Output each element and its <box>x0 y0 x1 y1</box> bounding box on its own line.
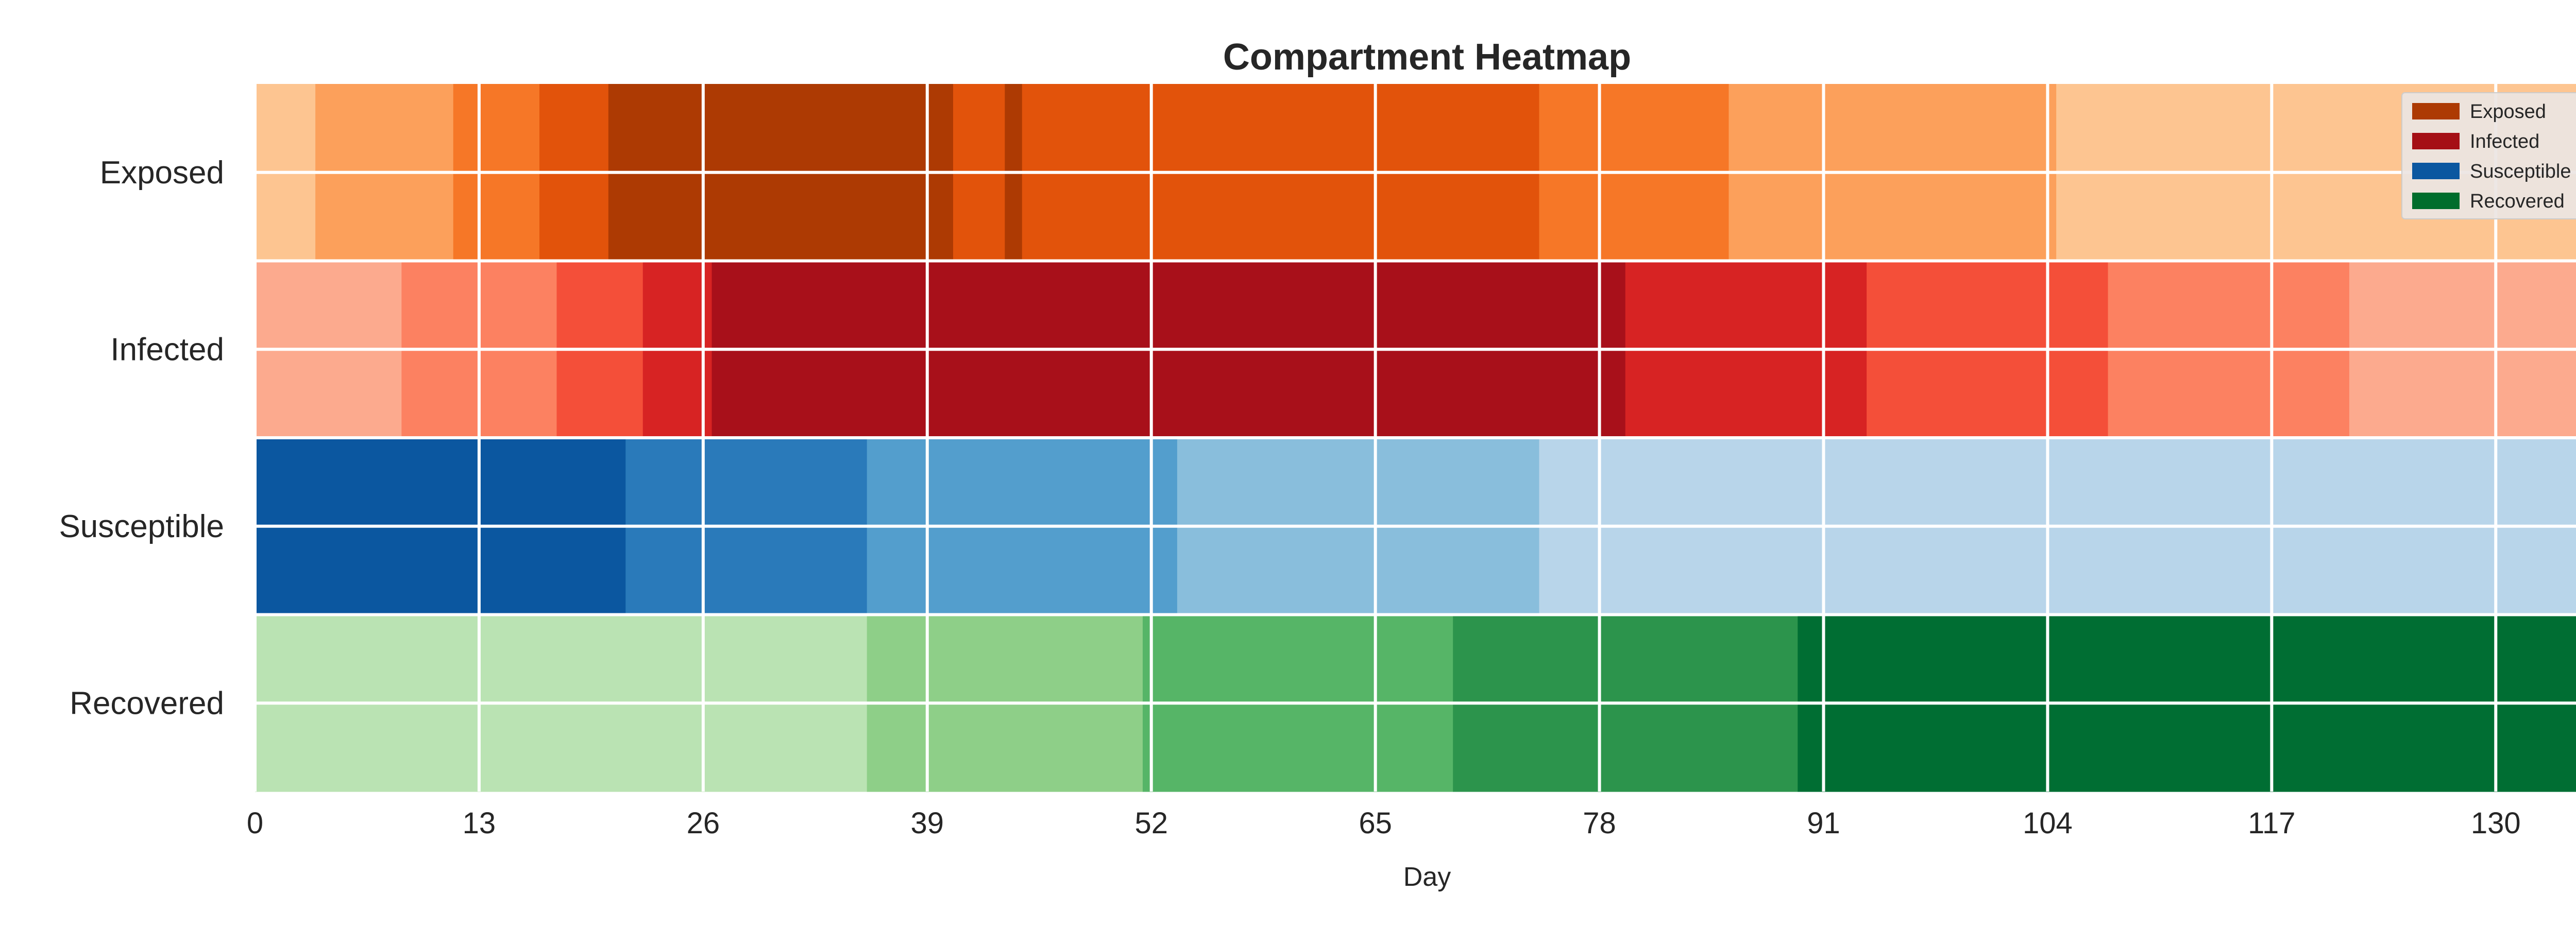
row-label-infected: Infected <box>110 332 224 367</box>
x-axis-label: Day <box>1403 862 1451 892</box>
x-tick-117: 117 <box>2248 806 2295 840</box>
x-tick-52: 52 <box>1134 806 1168 840</box>
x-tick-65: 65 <box>1359 806 1392 840</box>
x-tick-78: 78 <box>1583 806 1616 840</box>
legend-swatch-recovered <box>2412 193 2460 209</box>
row-label-exposed: Exposed <box>100 155 224 191</box>
plot-area <box>253 84 2576 792</box>
grid-lines <box>253 84 2576 792</box>
row-label-recovered: Recovered <box>70 685 224 721</box>
legend-label-exposed: Exposed <box>2470 101 2546 123</box>
legend-swatch-susceptible <box>2412 163 2460 179</box>
x-tick-26: 26 <box>687 806 720 840</box>
x-tick-91: 91 <box>1807 806 1840 840</box>
legend-box <box>2401 92 2576 219</box>
legend-swatch-exposed <box>2412 103 2460 119</box>
row-labels: Exposed Infected Susceptible Recovered <box>59 155 224 722</box>
x-tick-13: 13 <box>463 806 496 840</box>
legend-label-infected: Infected <box>2470 131 2539 152</box>
x-tick-39: 39 <box>911 806 944 840</box>
legend-label-susceptible: Susceptible <box>2470 161 2571 182</box>
x-tick-130: 130 <box>2471 806 2521 840</box>
legend-label-recovered: Recovered <box>2470 191 2565 212</box>
x-tick-104: 104 <box>2023 806 2073 840</box>
legend-swatch-infected <box>2412 133 2460 149</box>
x-axis-ticks: 0 13 26 39 52 65 78 91 104 117 130 <box>247 806 2521 840</box>
chart-title: Compartment Heatmap <box>1223 37 1631 78</box>
row-label-susceptible: Susceptible <box>59 509 224 544</box>
legend: Exposed Infected Susceptible Recovered <box>2401 92 2576 219</box>
x-tick-0: 0 <box>247 806 263 840</box>
